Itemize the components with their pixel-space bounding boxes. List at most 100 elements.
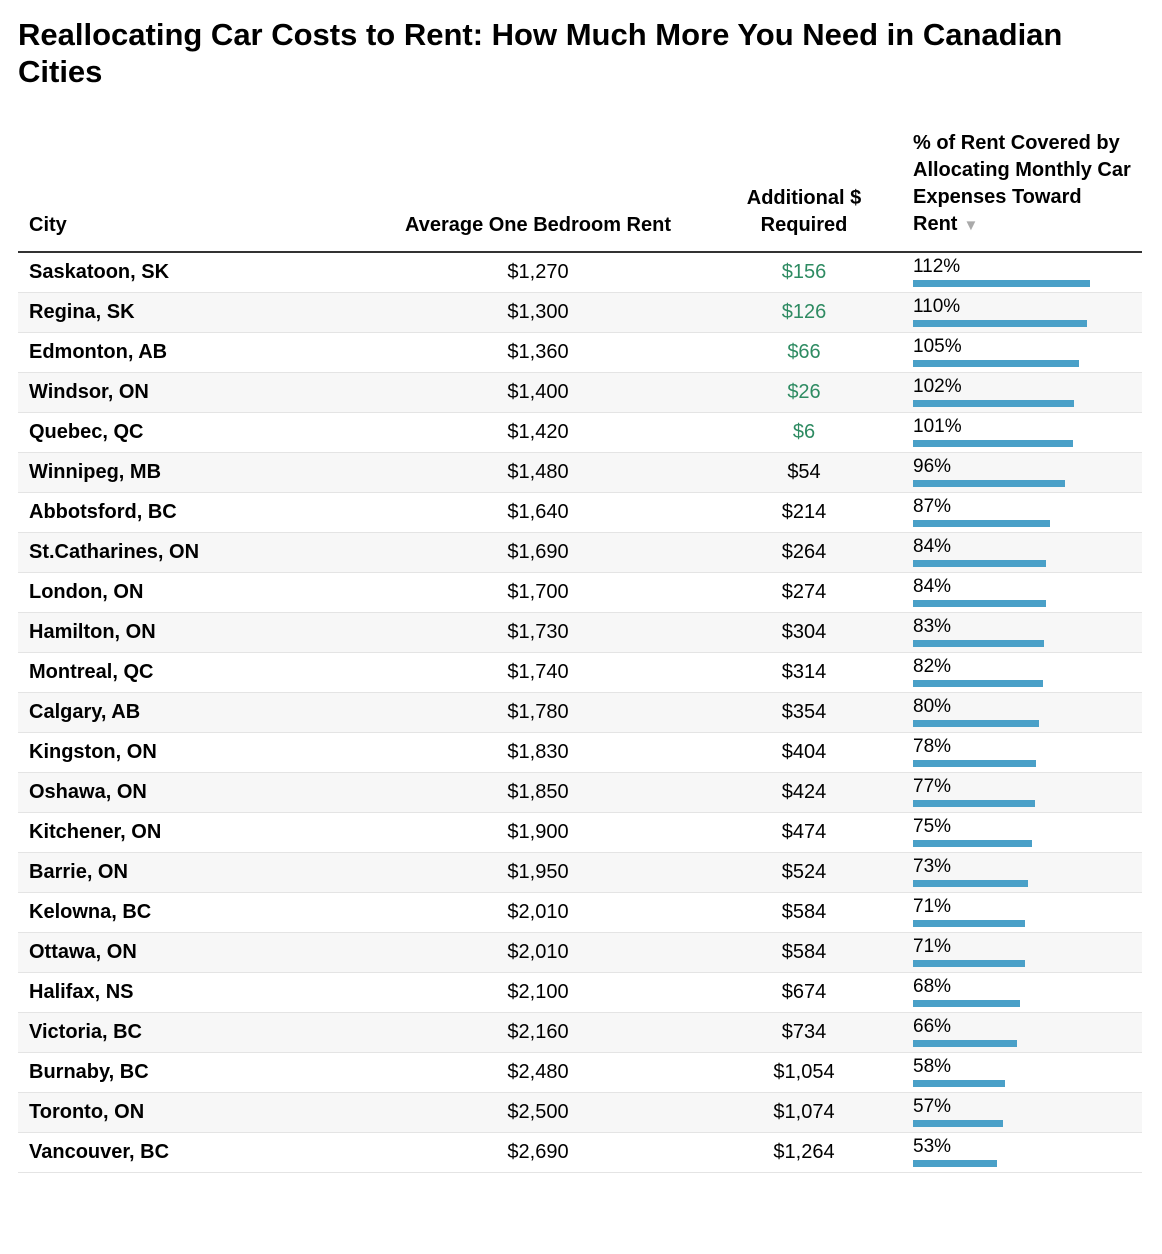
cell-additional: $126 bbox=[720, 292, 888, 333]
cell-additional: $354 bbox=[720, 692, 888, 733]
cell-rent: $1,740 bbox=[356, 652, 720, 693]
percent-bar bbox=[913, 799, 1035, 807]
percent-bar bbox=[913, 479, 1065, 487]
cell-percent: 112% bbox=[888, 252, 1142, 293]
percent-label: 57% bbox=[913, 1095, 952, 1117]
cell-rent: $1,950 bbox=[356, 852, 720, 893]
sort-descending-icon[interactable]: ▼ bbox=[963, 217, 979, 234]
header-row: City Average One Bedroom Rent Additional… bbox=[18, 130, 1142, 253]
cell-percent: 71% bbox=[888, 932, 1142, 973]
percent-bar bbox=[913, 519, 1050, 527]
table-row: Hamilton, ON $1,730 $304 83% bbox=[18, 612, 1142, 653]
cell-city: Ottawa, ON bbox=[18, 932, 356, 973]
percent-label: 71% bbox=[913, 935, 952, 957]
column-header-rent[interactable]: Average One Bedroom Rent bbox=[356, 130, 720, 253]
percent-label: 102% bbox=[913, 375, 962, 397]
cell-percent: 96% bbox=[888, 452, 1142, 493]
column-header-additional-label: Additional $ Required bbox=[746, 187, 862, 236]
cell-city: Saskatoon, SK bbox=[18, 252, 356, 293]
cell-city: Edmonton, AB bbox=[18, 332, 356, 373]
cell-city: London, ON bbox=[18, 572, 356, 613]
cell-rent: $1,900 bbox=[356, 812, 720, 853]
table-row: Winnipeg, MB $1,480 $54 96% bbox=[18, 452, 1142, 493]
cell-additional: $26 bbox=[720, 372, 888, 413]
cell-rent: $1,780 bbox=[356, 692, 720, 733]
table-row: Barrie, ON $1,950 $524 73% bbox=[18, 852, 1142, 893]
column-header-percent[interactable]: % of Rent Covered by Allocating Monthly … bbox=[888, 130, 1142, 253]
percent-bar bbox=[913, 1039, 1017, 1047]
cell-additional: $474 bbox=[720, 812, 888, 853]
cell-additional: $304 bbox=[720, 612, 888, 653]
cell-additional: $1,074 bbox=[720, 1092, 888, 1133]
percent-bar bbox=[913, 319, 1087, 327]
percent-bar bbox=[913, 399, 1074, 407]
cell-city: Hamilton, ON bbox=[18, 612, 356, 653]
column-header-city[interactable]: City bbox=[18, 130, 356, 253]
cell-city: Kelowna, BC bbox=[18, 892, 356, 933]
percent-label: 53% bbox=[913, 1135, 952, 1157]
cell-rent: $1,270 bbox=[356, 252, 720, 293]
column-header-additional[interactable]: Additional $ Required bbox=[720, 130, 888, 253]
cell-percent: 73% bbox=[888, 852, 1142, 893]
table-row: Vancouver, BC $2,690 $1,264 53% bbox=[18, 1132, 1142, 1173]
cell-rent: $1,700 bbox=[356, 572, 720, 613]
cell-percent: 53% bbox=[888, 1132, 1142, 1173]
percent-label: 84% bbox=[913, 575, 952, 597]
cell-percent: 71% bbox=[888, 892, 1142, 933]
cell-additional: $584 bbox=[720, 892, 888, 933]
table-row: Abbotsford, BC $1,640 $214 87% bbox=[18, 492, 1142, 533]
column-header-rent-label: Average One Bedroom Rent bbox=[405, 214, 671, 236]
table-row: Kelowna, BC $2,010 $584 71% bbox=[18, 892, 1142, 933]
cell-rent: $1,830 bbox=[356, 732, 720, 773]
cell-city: Vancouver, BC bbox=[18, 1132, 356, 1173]
cell-additional: $6 bbox=[720, 412, 888, 453]
cell-rent: $1,850 bbox=[356, 772, 720, 813]
cell-percent: 75% bbox=[888, 812, 1142, 853]
cell-city: Oshawa, ON bbox=[18, 772, 356, 813]
percent-label: 87% bbox=[913, 495, 952, 517]
cell-additional: $66 bbox=[720, 332, 888, 373]
cell-rent: $1,300 bbox=[356, 292, 720, 333]
cell-percent: 105% bbox=[888, 332, 1142, 373]
percent-bar bbox=[913, 879, 1028, 887]
cell-city: Victoria, BC bbox=[18, 1012, 356, 1053]
cell-percent: 87% bbox=[888, 492, 1142, 533]
cell-city: Kingston, ON bbox=[18, 732, 356, 773]
cell-percent: 77% bbox=[888, 772, 1142, 813]
cell-city: Toronto, ON bbox=[18, 1092, 356, 1133]
cell-percent: 58% bbox=[888, 1052, 1142, 1093]
percent-label: 80% bbox=[913, 695, 952, 717]
cell-additional: $424 bbox=[720, 772, 888, 813]
cell-rent: $2,500 bbox=[356, 1092, 720, 1133]
cell-additional: $524 bbox=[720, 852, 888, 893]
percent-label: 68% bbox=[913, 975, 952, 997]
cell-city: Winnipeg, MB bbox=[18, 452, 356, 493]
cell-additional: $274 bbox=[720, 572, 888, 613]
percent-label: 84% bbox=[913, 535, 952, 557]
column-header-city-label: City bbox=[29, 214, 67, 236]
cell-city: Windsor, ON bbox=[18, 372, 356, 413]
percent-bar bbox=[913, 719, 1039, 727]
percent-label: 82% bbox=[913, 655, 952, 677]
cell-city: Calgary, AB bbox=[18, 692, 356, 733]
cell-additional: $214 bbox=[720, 492, 888, 533]
cell-rent: $1,730 bbox=[356, 612, 720, 653]
table-row: London, ON $1,700 $274 84% bbox=[18, 572, 1142, 613]
percent-label: 58% bbox=[913, 1055, 952, 1077]
table-row: Burnaby, BC $2,480 $1,054 58% bbox=[18, 1052, 1142, 1093]
cell-additional: $54 bbox=[720, 452, 888, 493]
table-row: Oshawa, ON $1,850 $424 77% bbox=[18, 772, 1142, 813]
percent-bar bbox=[913, 1159, 997, 1167]
table-row: Toronto, ON $2,500 $1,074 57% bbox=[18, 1092, 1142, 1133]
cell-city: Montreal, QC bbox=[18, 652, 356, 693]
percent-label: 73% bbox=[913, 855, 952, 877]
percent-bar bbox=[913, 359, 1079, 367]
data-table: City Average One Bedroom Rent Additional… bbox=[18, 130, 1142, 1173]
cell-additional: $584 bbox=[720, 932, 888, 973]
cell-percent: 68% bbox=[888, 972, 1142, 1013]
cell-rent: $2,690 bbox=[356, 1132, 720, 1173]
cell-additional: $404 bbox=[720, 732, 888, 773]
cell-rent: $2,010 bbox=[356, 892, 720, 933]
cell-city: Burnaby, BC bbox=[18, 1052, 356, 1093]
cell-percent: 84% bbox=[888, 532, 1142, 573]
